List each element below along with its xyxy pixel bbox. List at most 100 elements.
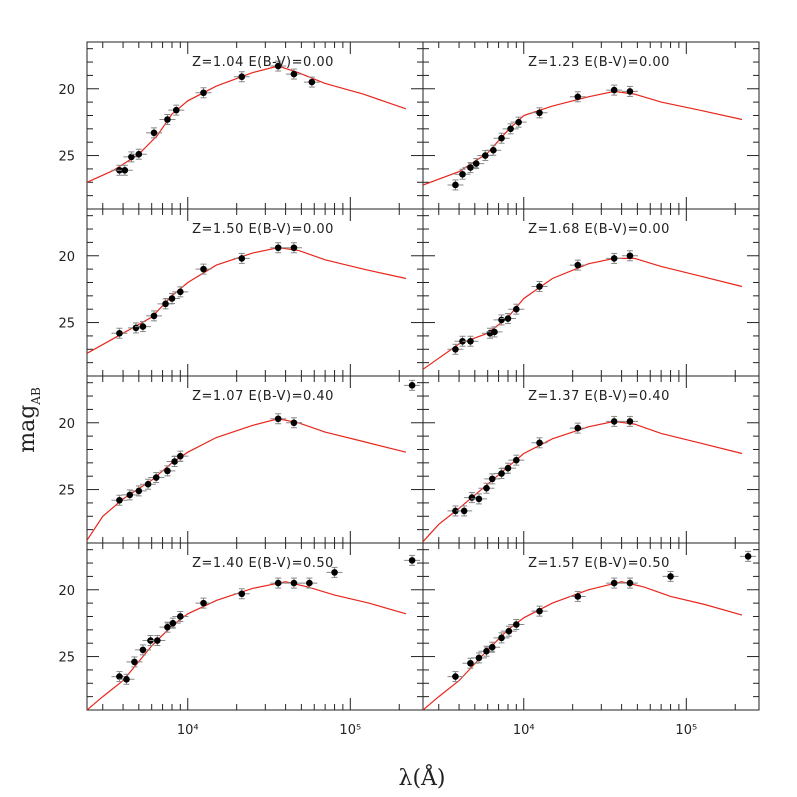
data-point — [475, 495, 483, 503]
data-point-group — [140, 478, 157, 490]
data-point-group — [531, 280, 548, 292]
data-point-group — [159, 465, 176, 477]
data-point-group — [164, 617, 181, 629]
data-point-group — [270, 413, 287, 425]
data-point — [468, 494, 476, 501]
data-point-group — [499, 313, 516, 325]
data-point — [132, 324, 140, 332]
data-point — [467, 337, 474, 345]
sed-panel: 20 25 Z=1.07 E(B-V)=0.40 — [58, 375, 424, 544]
data-point-group — [569, 259, 586, 271]
data-point — [331, 569, 338, 576]
data-point — [498, 134, 505, 142]
data-point-group — [121, 489, 138, 501]
data-point-group — [149, 635, 166, 647]
data-point — [177, 613, 184, 620]
data-point-group — [270, 242, 287, 254]
data-point — [610, 579, 618, 587]
data-point-group — [159, 621, 176, 633]
data-point-group — [621, 577, 638, 589]
y-tick-label: 20 — [58, 83, 75, 98]
data-point-group — [118, 673, 135, 685]
data-point-group — [447, 505, 464, 517]
x-tick-label: 10⁵ — [339, 723, 361, 738]
data-point-group — [468, 158, 485, 170]
data-point-group — [146, 127, 163, 139]
model-sed-line — [87, 247, 407, 354]
data-point — [274, 244, 282, 252]
data-point-group — [500, 625, 517, 637]
panel-label: Z=1.40 E(B-V)=0.50 — [192, 556, 334, 571]
data-point-group — [163, 293, 180, 305]
data-point-group — [134, 644, 151, 656]
data-point — [171, 458, 178, 465]
data-point-group — [531, 605, 548, 617]
data-point-group — [233, 252, 250, 264]
data-point — [128, 153, 135, 161]
data-point — [116, 496, 123, 504]
data-point-group — [270, 60, 287, 72]
data-point-group — [111, 494, 128, 506]
panel-label: Z=1.37 E(B-V)=0.40 — [528, 389, 670, 404]
data-point-group — [484, 641, 501, 653]
data-point — [610, 418, 618, 425]
model-sed-line — [87, 65, 407, 183]
sed-panel: Z=1.23 E(B-V)=0.00 — [422, 41, 760, 210]
y-tick-label: 25 — [58, 484, 75, 499]
data-point — [504, 464, 512, 472]
data-point-group — [606, 84, 623, 96]
data-point-group — [159, 113, 176, 125]
data-point — [536, 439, 543, 447]
data-point-group — [126, 656, 143, 668]
data-point-group — [111, 327, 128, 339]
model-sed-line — [87, 581, 407, 710]
data-point — [172, 106, 180, 114]
data-point-group — [508, 618, 525, 630]
data-point — [408, 382, 416, 389]
data-point-group — [484, 473, 501, 485]
x-tick-label: 10⁵ — [675, 723, 697, 738]
data-point — [164, 116, 171, 123]
data-point — [162, 300, 169, 308]
data-point — [467, 659, 474, 667]
data-point-group — [326, 566, 343, 578]
y-tick-label: 25 — [58, 317, 75, 332]
data-point — [513, 305, 520, 313]
data-point-group — [462, 335, 479, 347]
data-point — [452, 181, 459, 189]
y-axis-title-group: magAB — [15, 387, 43, 453]
data-point-group — [606, 415, 623, 427]
data-point-group — [569, 91, 586, 103]
panel-label: Z=1.23 E(B-V)=0.00 — [528, 55, 670, 70]
panel-grid: 20 25 Z=1.04 E(B-V)=0.00 Z=1.23 E(B-V)=0.00… — [58, 41, 760, 738]
axis-titles: λ(Å) magAB — [15, 387, 446, 791]
data-point-group — [447, 671, 464, 683]
data-point-group — [447, 343, 464, 355]
panel-label: Z=1.07 E(B-V)=0.40 — [192, 389, 334, 404]
data-point — [164, 467, 171, 475]
data-point-group — [477, 150, 494, 162]
sed-panel: 20 25 Z=1.04 E(B-V)=0.00 — [58, 41, 424, 210]
data-point — [308, 78, 316, 86]
data-point — [238, 590, 246, 598]
data-point — [238, 255, 246, 262]
data-point — [200, 599, 207, 607]
data-point — [505, 627, 513, 635]
y-tick-label: 25 — [58, 651, 75, 666]
data-point — [131, 658, 138, 666]
panel-label: Z=1.04 E(B-V)=0.00 — [192, 55, 334, 70]
y-axis-title-subscript: AB — [29, 387, 43, 406]
data-point — [238, 73, 246, 81]
data-point — [121, 166, 129, 174]
data-point — [306, 579, 313, 587]
data-point — [290, 244, 298, 252]
data-point-group — [493, 468, 510, 480]
data-point — [274, 415, 282, 423]
sed-panel: 20 25 10⁴ 10⁵ Z=1.40 E(B-V)=0.50 — [58, 542, 424, 738]
data-point — [507, 125, 514, 133]
data-point-group — [168, 104, 185, 116]
data-point — [488, 643, 496, 651]
data-point — [513, 456, 520, 464]
data-point-group — [499, 462, 516, 474]
